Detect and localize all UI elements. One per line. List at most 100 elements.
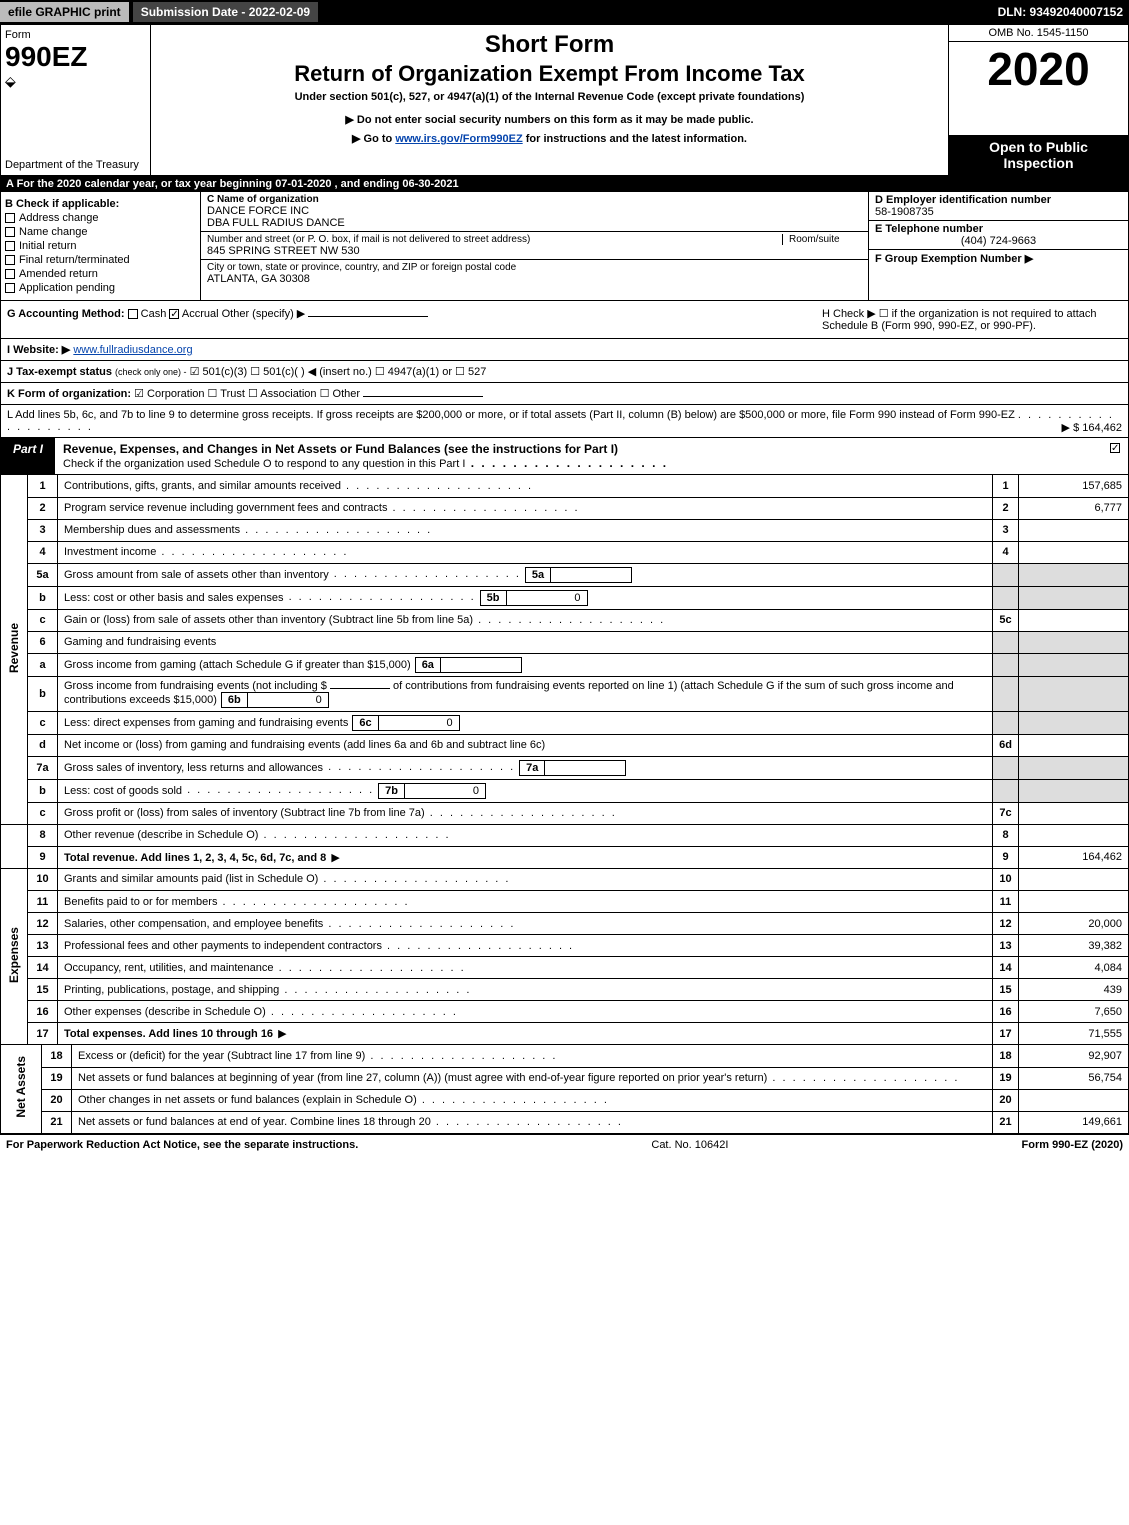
part1-title: Revenue, Expenses, and Changes in Net As… (55, 438, 1102, 474)
row-amt: 20,000 (1019, 913, 1129, 935)
goto-pre: ▶ Go to (352, 133, 395, 145)
row-amt: 157,685 (1019, 475, 1129, 497)
dept-treasury: Department of the Treasury (5, 159, 139, 171)
chk-address[interactable]: Address change (5, 212, 196, 224)
chk-cash[interactable] (128, 309, 138, 319)
row-num: 5a (28, 563, 58, 586)
row-num: 13 (28, 935, 58, 957)
line-g: G Accounting Method: Cash Accrual Other … (7, 307, 822, 332)
expenses-table: Expenses 10Grants and similar amounts pa… (0, 869, 1129, 1046)
chk-accrual[interactable] (169, 309, 179, 319)
chk-pending[interactable]: Application pending (5, 282, 196, 294)
line-j: J Tax-exempt status (check only one) - ☑… (0, 361, 1129, 383)
row-text: Gain or (loss) from sale of assets other… (58, 609, 993, 631)
revenue-table: Revenue 1 Contributions, gifts, grants, … (0, 475, 1129, 869)
row-amt (1019, 541, 1129, 563)
phone: (404) 724-9663 (875, 235, 1122, 247)
row-text: Less: cost or other basis and sales expe… (58, 586, 993, 609)
row-num: 20 (42, 1089, 72, 1111)
row-amt (1019, 676, 1129, 711)
row-amt: 149,661 (1019, 1111, 1129, 1133)
row-num: d (28, 734, 58, 756)
short-form: Short Form (161, 31, 938, 59)
d-label: D Employer identification number (875, 194, 1122, 206)
dba: DBA FULL RADIUS DANCE (207, 217, 862, 229)
row-amt: 439 (1019, 979, 1129, 1001)
row-side (993, 653, 1019, 676)
row-text: Gross profit or (loss) from sales of inv… (58, 802, 993, 824)
row-amt (1019, 653, 1129, 676)
row-side: 6d (993, 734, 1019, 756)
room-label: Room/suite (782, 234, 862, 245)
top-bar: efile GRAPHIC print Submission Date - 20… (0, 0, 1129, 24)
ssn-warning: ▶ Do not enter social security numbers o… (161, 113, 938, 126)
row-side (993, 779, 1019, 802)
row-amt (1019, 519, 1129, 541)
row-side: 12 (993, 913, 1019, 935)
row-text: Less: direct expenses from gaming and fu… (58, 711, 993, 734)
row-side: 3 (993, 519, 1019, 541)
row-num: b (28, 779, 58, 802)
row-amt (1019, 711, 1129, 734)
street-address: 845 SPRING STREET NW 530 (207, 245, 862, 257)
subtitle: Under section 501(c), 527, or 4947(a)(1)… (161, 91, 938, 103)
vlabel-revenue: Revenue (1, 475, 28, 824)
city-state-zip: ATLANTA, GA 30308 (207, 273, 862, 285)
row-side: 20 (993, 1089, 1019, 1111)
row-num: 18 (42, 1045, 72, 1067)
row-text: Gross sales of inventory, less returns a… (58, 756, 993, 779)
form-meta-cell: OMB No. 1545-1150 2020 Open to Public In… (948, 25, 1128, 175)
row-num: b (28, 676, 58, 711)
dln: DLN: 93492040007152 (998, 5, 1129, 19)
row-text: Salaries, other compensation, and employ… (58, 913, 993, 935)
section-bcdef: B Check if applicable: Address change Na… (0, 192, 1129, 301)
row-amt: 39,382 (1019, 935, 1129, 957)
section-b-checks: B Check if applicable: Address change Na… (1, 192, 201, 300)
chk-amended[interactable]: Amended return (5, 268, 196, 280)
part1-check[interactable] (1102, 438, 1128, 474)
row-side (993, 563, 1019, 586)
row-text: Total revenue. Add lines 1, 2, 3, 4, 5c,… (58, 846, 993, 868)
row-amt: 71,555 (1019, 1023, 1129, 1045)
row-side: 13 (993, 935, 1019, 957)
netassets-table: Net Assets 18Excess or (deficit) for the… (0, 1045, 1129, 1134)
chk-final[interactable]: Final return/terminated (5, 254, 196, 266)
row-num: 1 (28, 475, 58, 497)
row-text: Benefits paid to or for members (58, 891, 993, 913)
row-side: 18 (993, 1045, 1019, 1067)
row-side (993, 676, 1019, 711)
b-label: B Check if applicable: (5, 198, 196, 210)
city-label: City or town, state or province, country… (207, 262, 862, 273)
row-num: 17 (28, 1023, 58, 1045)
chk-initial[interactable]: Initial return (5, 240, 196, 252)
row-amt (1019, 563, 1129, 586)
row-side: 2 (993, 497, 1019, 519)
chk-name[interactable]: Name change (5, 226, 196, 238)
part1-header: Part I Revenue, Expenses, and Changes in… (0, 438, 1129, 475)
row-text: Other revenue (describe in Schedule O) (58, 824, 993, 846)
row-amt: 164,462 (1019, 846, 1129, 868)
efile-button[interactable]: efile GRAPHIC print (0, 2, 129, 22)
goto-post: for instructions and the latest informat… (523, 133, 747, 145)
row-text: Occupancy, rent, utilities, and maintena… (58, 957, 993, 979)
website-link[interactable]: www.fullradiusdance.org (73, 344, 192, 356)
row-text: Net assets or fund balances at end of ye… (72, 1111, 993, 1133)
row-num: 3 (28, 519, 58, 541)
row-side (993, 756, 1019, 779)
row-amt (1019, 1089, 1129, 1111)
row-side: 10 (993, 869, 1019, 891)
row-amt: 56,754 (1019, 1067, 1129, 1089)
row-side (993, 711, 1019, 734)
row-amt (1019, 869, 1129, 891)
row-text: Membership dues and assessments (58, 519, 993, 541)
omb-number: OMB No. 1545-1150 (949, 25, 1128, 42)
ein: 58-1908735 (875, 206, 1122, 218)
row-side: 1 (993, 475, 1019, 497)
row-num: 9 (28, 846, 58, 868)
irs-link[interactable]: www.irs.gov/Form990EZ (395, 133, 522, 145)
row-amt (1019, 609, 1129, 631)
row-side: 14 (993, 957, 1019, 979)
row-amt: 92,907 (1019, 1045, 1129, 1067)
row-side (993, 586, 1019, 609)
vlabel-expenses: Expenses (1, 869, 28, 1045)
